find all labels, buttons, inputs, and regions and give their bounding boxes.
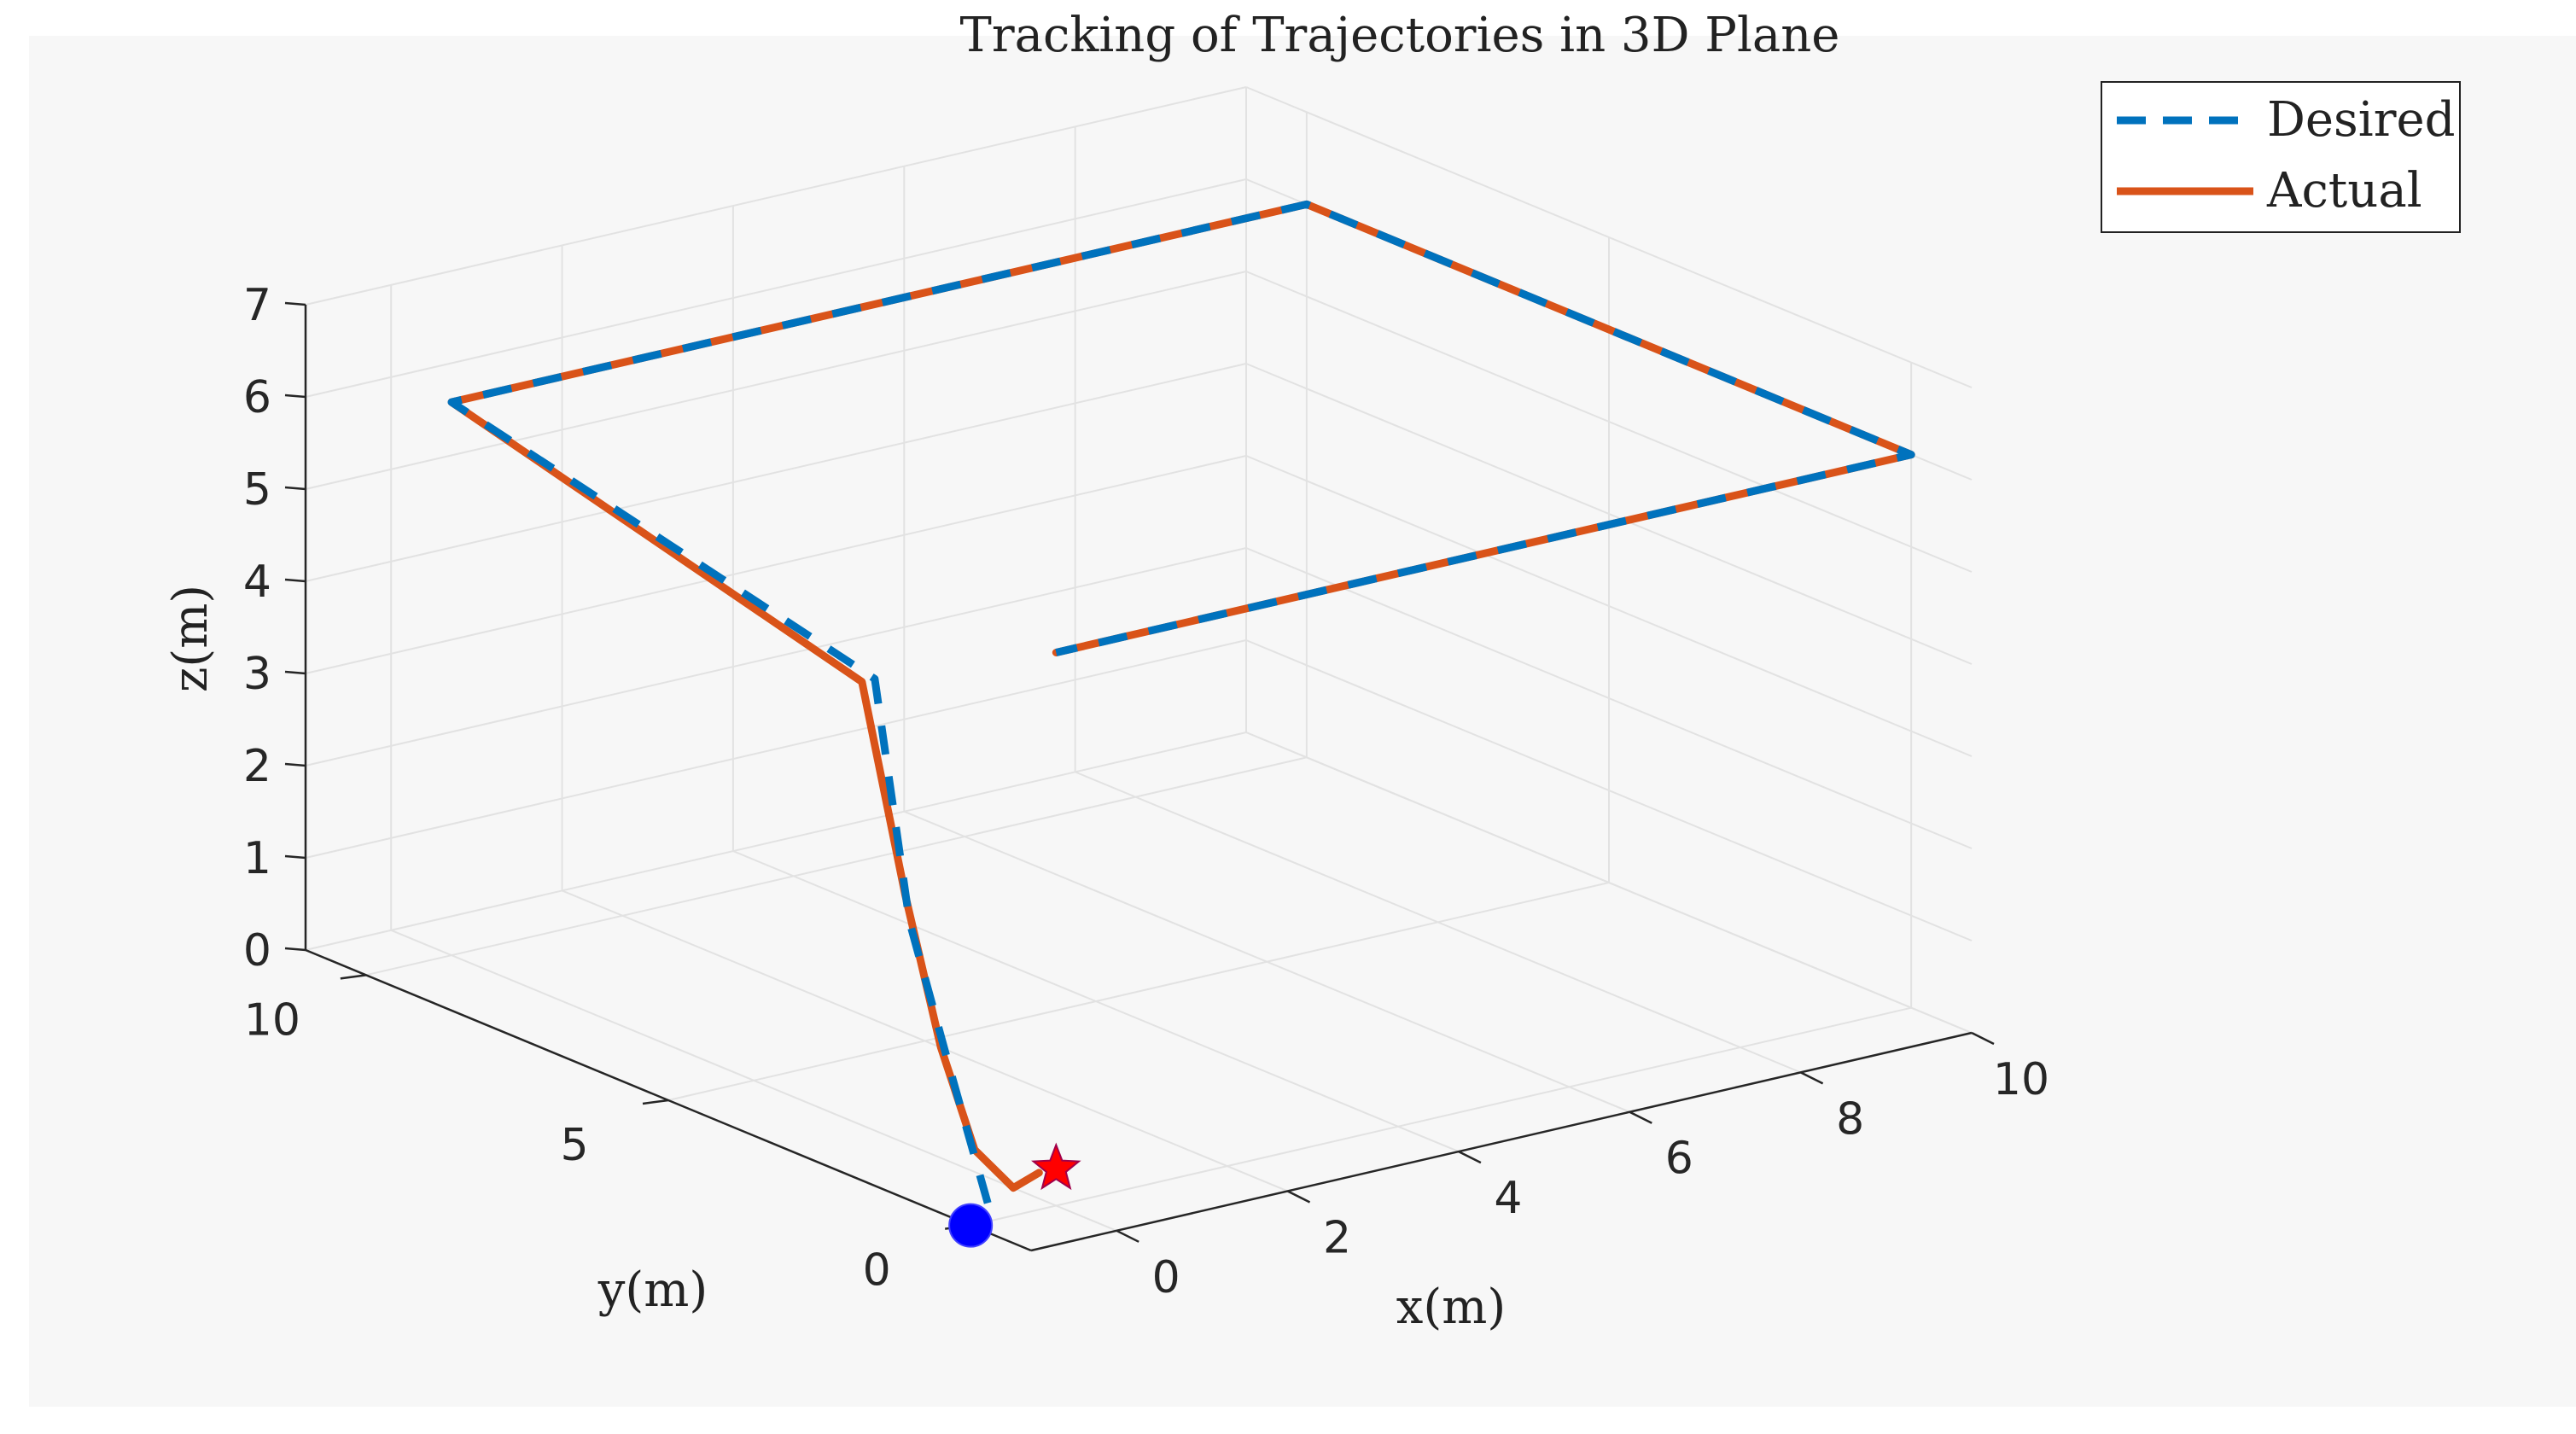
y-axis-label: y(m) — [597, 1262, 708, 1318]
z-tick-mark — [284, 578, 306, 583]
grid-back-z — [305, 363, 1247, 582]
z-tick-label: 2 — [243, 741, 271, 792]
z-axis-label: z(m) — [163, 585, 219, 692]
series-line-desired — [447, 200, 1915, 1204]
x-tick-label: 8 — [1836, 1093, 1864, 1145]
start-marker — [948, 1203, 994, 1248]
grid-back-z — [305, 455, 1247, 674]
z-tick-label: 4 — [243, 557, 271, 608]
x-tick-mark — [1286, 1190, 1311, 1204]
x-axis-label: x(m) — [1396, 1280, 1506, 1335]
grid-back-z — [305, 86, 1247, 306]
grid-side-z — [1245, 639, 1973, 941]
x-tick-mark — [1971, 1031, 1995, 1046]
z-tick-label: 6 — [243, 372, 271, 423]
z-tick-label: 3 — [243, 649, 271, 700]
grid-back-z — [305, 547, 1247, 767]
legend-box — [2101, 81, 2461, 233]
x-axis-line — [1030, 1031, 1973, 1252]
z-tick-label: 5 — [243, 464, 271, 516]
x-tick-label: 0 — [1152, 1252, 1180, 1303]
z-tick-mark — [284, 670, 306, 675]
x-tick-label: 4 — [1494, 1173, 1522, 1224]
z-tick-mark — [284, 486, 306, 491]
grid-floor-y — [365, 756, 1308, 976]
grid-floor-y — [667, 882, 1610, 1101]
grid-back-z — [305, 639, 1247, 859]
legend-label-actual: Actual — [2266, 163, 2422, 219]
y-tick-mark — [340, 974, 366, 980]
z-tick-mark — [284, 393, 306, 399]
grid-side-z — [1245, 271, 1973, 573]
y-tick-label: 10 — [244, 994, 300, 1046]
point-markers — [948, 1142, 1081, 1248]
grid-back-z — [305, 271, 1247, 490]
chart-title: Tracking of Trajectories in 3D Plane — [960, 8, 1840, 63]
z-tick-mark — [284, 301, 306, 306]
y-tick-mark — [642, 1099, 669, 1105]
series-lines — [447, 200, 1915, 1204]
series-line-actual — [447, 200, 1915, 1192]
axes — [284, 301, 1995, 1252]
grid-side-z — [1245, 86, 1973, 388]
z-tick-label: 0 — [243, 925, 271, 976]
grid-floor-y — [970, 1006, 1912, 1227]
grid-back-z — [305, 178, 1247, 398]
z-tick-mark — [284, 854, 306, 860]
z-tick-label: 7 — [243, 280, 271, 331]
tick-labels: 0 2 4 6 8 10 0 5 10 0 1 2 3 4 5 6 7 — [243, 280, 2049, 1303]
x-tick-label: 10 — [1993, 1054, 2049, 1105]
grid-lines — [305, 86, 1973, 1232]
x-tick-mark — [1116, 1229, 1139, 1243]
y-tick-label: 5 — [560, 1120, 588, 1171]
figure-background — [29, 36, 2576, 1407]
legend: Desired Actual — [2101, 81, 2461, 233]
end-marker — [1031, 1142, 1081, 1191]
z-tick-label: 1 — [243, 833, 271, 884]
grid-back-z — [305, 732, 1247, 951]
x-tick-label: 2 — [1323, 1212, 1351, 1263]
legend-label-desired: Desired — [2267, 92, 2455, 148]
x-tick-mark — [1458, 1150, 1482, 1164]
grid-side-z — [1245, 547, 1973, 849]
grid-side-z — [1245, 732, 1973, 1034]
x-tick-label: 6 — [1665, 1134, 1693, 1185]
z-tick-mark — [284, 947, 306, 952]
y-tick-label: 0 — [863, 1245, 891, 1297]
z-tick-mark — [284, 762, 306, 767]
grid-side-z — [1245, 455, 1973, 757]
x-tick-mark — [1629, 1110, 1652, 1124]
grid-side-z — [1245, 363, 1973, 665]
x-tick-mark — [1800, 1071, 1824, 1085]
